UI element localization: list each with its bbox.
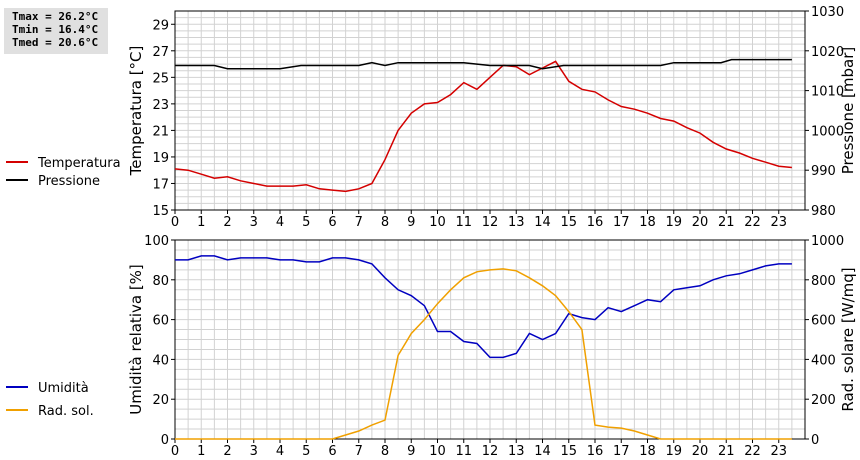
legend-label: Pressione bbox=[38, 174, 100, 189]
x-tick-label: 7 bbox=[355, 215, 363, 230]
x-tick-label: 22 bbox=[744, 215, 761, 230]
x-tick-label: 23 bbox=[770, 215, 787, 230]
y-tick-label: 27 bbox=[152, 45, 169, 60]
x-tick-label: 21 bbox=[718, 444, 735, 459]
series-line-pressione bbox=[175, 58, 792, 70]
x-tick-label: 15 bbox=[560, 215, 577, 230]
series-line-umidit- bbox=[175, 255, 792, 359]
y-tick-label: 19 bbox=[152, 151, 169, 166]
y2-tick-label: 0 bbox=[811, 433, 819, 448]
legend-label: Temperatura bbox=[37, 156, 121, 171]
x-tick-label: 2 bbox=[223, 215, 231, 230]
y-axis-label: Temperatura [°C] bbox=[127, 46, 145, 177]
x-tick-label: 8 bbox=[381, 215, 389, 230]
y2-tick-label: 1010 bbox=[811, 85, 844, 100]
y-tick-label: 23 bbox=[152, 98, 169, 113]
y2-tick-label: 1000 bbox=[811, 234, 844, 249]
x-tick-label: 16 bbox=[587, 215, 604, 230]
x-tick-label: 23 bbox=[770, 444, 787, 459]
x-tick-label: 20 bbox=[692, 444, 709, 459]
y-tick-label: 100 bbox=[144, 234, 169, 249]
series-line-rad-sol- bbox=[175, 268, 792, 440]
x-tick-label: 14 bbox=[534, 215, 551, 230]
y2-tick-label: 1030 bbox=[811, 5, 844, 20]
x-tick-label: 12 bbox=[482, 444, 499, 459]
stat-tmed: Tmed = 20.6°C bbox=[12, 36, 99, 49]
x-tick-label: 20 bbox=[692, 215, 709, 230]
x-tick-label: 2 bbox=[223, 444, 231, 459]
y2-axis-label: Pressione [mbar] bbox=[839, 47, 857, 175]
y-tick-label: 25 bbox=[152, 71, 169, 86]
x-tick-label: 3 bbox=[250, 215, 258, 230]
y2-tick-label: 1020 bbox=[811, 45, 844, 60]
legend-label: Umidità bbox=[38, 381, 89, 396]
x-tick-label: 9 bbox=[407, 215, 415, 230]
x-tick-label: 0 bbox=[171, 215, 179, 230]
x-tick-label: 19 bbox=[665, 215, 682, 230]
y-tick-label: 29 bbox=[152, 18, 169, 33]
y-tick-label: 0 bbox=[161, 433, 169, 448]
x-tick-label: 7 bbox=[355, 444, 363, 459]
stats-box: Tmax = 26.2°C Tmin = 16.4°C Tmed = 20.6°… bbox=[4, 8, 108, 54]
y2-tick-label: 990 bbox=[811, 164, 836, 179]
x-tick-label: 5 bbox=[302, 215, 310, 230]
x-tick-label: 6 bbox=[328, 215, 336, 230]
y-tick-label: 20 bbox=[152, 393, 169, 408]
x-tick-label: 18 bbox=[639, 215, 656, 230]
y-tick-label: 17 bbox=[152, 177, 169, 192]
x-tick-label: 14 bbox=[534, 444, 551, 459]
x-tick-label: 22 bbox=[744, 444, 761, 459]
x-tick-label: 19 bbox=[665, 444, 682, 459]
x-tick-label: 12 bbox=[482, 215, 499, 230]
grid bbox=[174, 10, 806, 211]
x-tick-label: 4 bbox=[276, 215, 284, 230]
y2-tick-label: 800 bbox=[811, 274, 836, 289]
stat-tmax: Tmax = 26.2°C bbox=[12, 10, 99, 23]
x-tick-label: 18 bbox=[639, 444, 656, 459]
x-tick-label: 3 bbox=[250, 444, 258, 459]
x-tick-label: 11 bbox=[455, 215, 472, 230]
y2-tick-label: 1000 bbox=[811, 124, 844, 139]
x-tick-label: 15 bbox=[560, 444, 577, 459]
x-tick-label: 17 bbox=[613, 215, 630, 230]
y2-tick-label: 600 bbox=[811, 314, 836, 329]
y-tick-label: 40 bbox=[152, 353, 169, 368]
x-tick-label: 16 bbox=[587, 444, 604, 459]
x-tick-label: 8 bbox=[381, 444, 389, 459]
x-tick-label: 1 bbox=[197, 444, 205, 459]
y2-tick-label: 200 bbox=[811, 393, 836, 408]
y2-tick-label: 980 bbox=[811, 204, 836, 219]
x-tick-label: 0 bbox=[171, 444, 179, 459]
x-tick-label: 1 bbox=[197, 215, 205, 230]
humidity-radiation-chart: 0 1 2 3 4 5 6 7 8 9 10 11 12 13 14 15 16 17 18 19 20 21 22 2302… bbox=[6, 234, 857, 459]
y-tick-label: 60 bbox=[152, 314, 169, 329]
y2-tick-label: 400 bbox=[811, 353, 836, 368]
y-tick-label: 80 bbox=[152, 274, 169, 289]
legend-label: Rad. sol. bbox=[38, 404, 94, 419]
y-tick-label: 15 bbox=[152, 204, 169, 219]
x-tick-label: 9 bbox=[407, 444, 415, 459]
x-tick-label: 4 bbox=[276, 444, 284, 459]
series-line-temperatura bbox=[174, 60, 792, 193]
y-tick-label: 21 bbox=[152, 124, 169, 139]
x-tick-label: 10 bbox=[429, 444, 446, 459]
x-tick-label: 6 bbox=[328, 444, 336, 459]
x-tick-label: 13 bbox=[508, 215, 525, 230]
x-tick-label: 11 bbox=[455, 444, 472, 459]
x-tick-label: 13 bbox=[508, 444, 525, 459]
x-tick-label: 17 bbox=[613, 444, 630, 459]
x-tick-label: 10 bbox=[429, 215, 446, 230]
x-tick-label: 5 bbox=[302, 444, 310, 459]
y2-axis-label: Rad. solare [W/mq] bbox=[839, 267, 857, 411]
stat-tmin: Tmin = 16.4°C bbox=[12, 23, 99, 36]
y-axis-label: Umidità relativa [%] bbox=[127, 264, 145, 415]
x-tick-label: 21 bbox=[718, 215, 735, 230]
temperature-pressure-chart: 0 1 2 3 4 5 6 7 8 9 10 11 12 13 14 15 16 17 18 19 20 21 22 2315… bbox=[6, 5, 857, 230]
